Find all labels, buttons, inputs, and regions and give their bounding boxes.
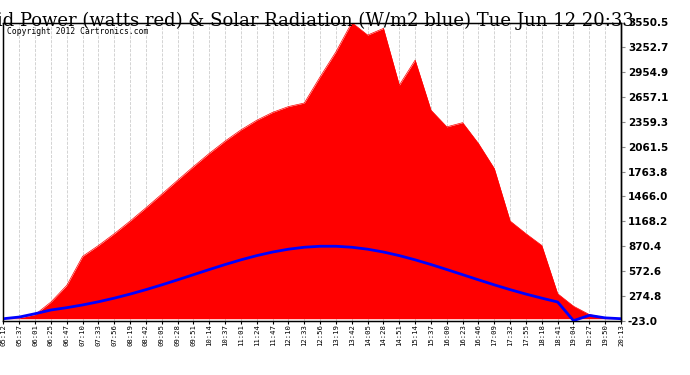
Text: Grid Power (watts red) & Solar Radiation (W/m2 blue) Tue Jun 12 20:33: Grid Power (watts red) & Solar Radiation… — [0, 11, 633, 30]
Text: Copyright 2012 Cartronics.com: Copyright 2012 Cartronics.com — [6, 27, 148, 36]
